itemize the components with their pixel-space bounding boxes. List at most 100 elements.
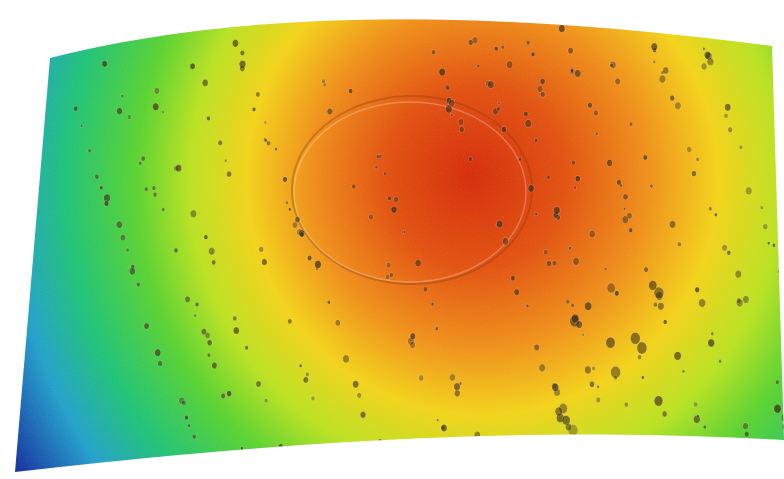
pit: [104, 201, 109, 207]
pit: [697, 415, 700, 418]
pit: [735, 270, 741, 278]
pit: [154, 88, 160, 95]
pit: [152, 186, 156, 190]
pit: [349, 89, 353, 94]
pit: [129, 268, 135, 275]
pit: [468, 40, 473, 46]
pit: [629, 122, 632, 126]
pit: [651, 43, 657, 51]
pit: [468, 157, 472, 162]
pit: [767, 242, 770, 245]
pit: [126, 248, 129, 252]
pit: [518, 157, 521, 161]
pit: [555, 407, 563, 416]
pit: [410, 342, 416, 349]
pit: [501, 45, 504, 49]
pit: [306, 372, 309, 376]
pit: [212, 260, 216, 265]
pit: [423, 287, 427, 292]
pit: [144, 187, 148, 191]
pit: [623, 194, 628, 200]
pit: [74, 106, 78, 111]
pit: [675, 102, 681, 110]
pit: [659, 75, 666, 83]
pit: [554, 207, 561, 215]
pit: [597, 385, 600, 388]
pit: [620, 184, 623, 187]
pit: [121, 95, 124, 98]
pit: [289, 208, 292, 211]
pit: [232, 40, 238, 48]
pit: [200, 465, 203, 468]
pit: [534, 138, 537, 142]
pit: [390, 273, 394, 277]
pit: [264, 138, 267, 142]
pit: [552, 261, 557, 266]
pit: [194, 314, 197, 317]
pit: [739, 145, 742, 149]
pit: [267, 141, 271, 146]
pit: [719, 359, 722, 363]
pit: [674, 352, 681, 361]
pit: [441, 424, 447, 431]
pit: [300, 232, 304, 237]
pit: [743, 423, 749, 430]
pit: [262, 259, 267, 266]
pit: [233, 327, 239, 334]
pit: [176, 164, 182, 171]
pit: [227, 391, 232, 397]
pit: [593, 110, 598, 116]
pit: [627, 213, 632, 219]
pit: [736, 299, 743, 307]
pit: [227, 171, 232, 177]
pit: [629, 228, 633, 233]
pit: [141, 156, 145, 161]
pit: [539, 364, 545, 372]
pit: [209, 247, 215, 255]
pit: [259, 247, 264, 253]
pit: [431, 50, 435, 55]
pit: [282, 452, 289, 460]
pit: [534, 344, 540, 351]
pit: [182, 400, 187, 405]
pit: [100, 186, 103, 190]
pit: [192, 435, 196, 440]
pit: [102, 61, 108, 68]
pit: [127, 115, 131, 120]
pit: [449, 374, 455, 381]
pit: [188, 424, 191, 427]
pit: [202, 79, 208, 86]
pit: [569, 247, 572, 251]
pit: [566, 299, 570, 304]
pit: [506, 61, 512, 69]
pit: [264, 399, 267, 403]
pit: [572, 161, 576, 165]
pit: [137, 282, 141, 286]
pit: [205, 332, 210, 338]
pit: [153, 103, 159, 111]
pit: [540, 92, 545, 98]
pit: [480, 442, 484, 446]
pit: [256, 381, 261, 387]
pit: [722, 245, 727, 251]
pit: [531, 52, 535, 56]
pit: [708, 339, 715, 347]
pit: [703, 425, 706, 429]
pit: [496, 220, 502, 228]
pit: [663, 67, 669, 74]
pit: [174, 248, 178, 253]
pit: [514, 289, 520, 296]
pit: [445, 85, 449, 90]
pit: [394, 197, 399, 203]
pit: [695, 287, 700, 293]
pit: [303, 377, 308, 383]
pit: [670, 95, 675, 101]
pit: [458, 119, 464, 126]
pit: [459, 127, 464, 133]
pit: [88, 149, 91, 153]
pit: [776, 380, 780, 385]
pit: [252, 107, 255, 111]
pit: [585, 302, 592, 311]
pit: [332, 447, 338, 454]
pit: [357, 393, 362, 398]
